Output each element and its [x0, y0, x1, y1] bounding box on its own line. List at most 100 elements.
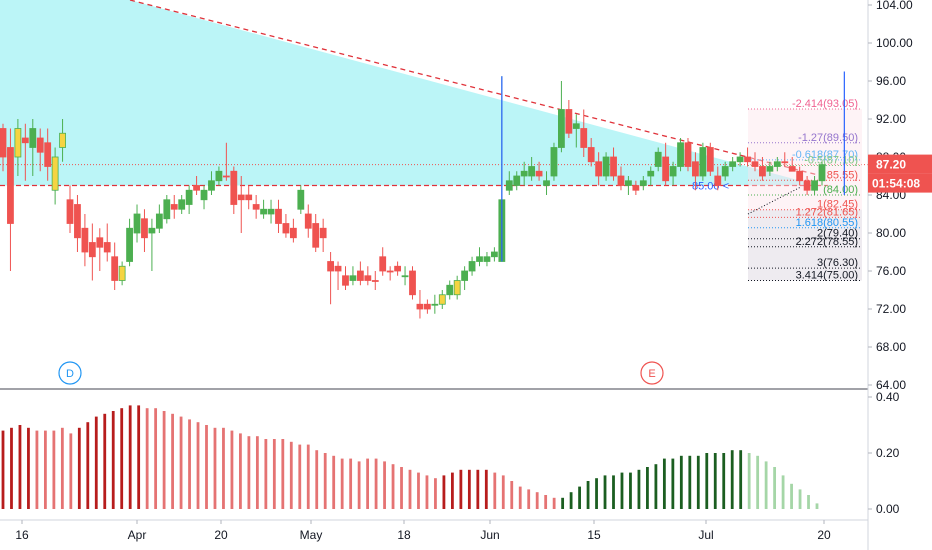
oscillator-bar — [561, 497, 565, 509]
candle-body — [751, 161, 759, 167]
candle — [21, 123, 29, 181]
candle-body — [215, 170, 223, 182]
candle-body — [528, 166, 536, 177]
candle-body — [245, 194, 253, 201]
candle-body — [185, 189, 193, 205]
candle-body — [639, 180, 647, 186]
candle-body — [289, 227, 297, 239]
oscillator-bar — [425, 475, 429, 509]
candle-body — [692, 161, 699, 177]
candle-body — [21, 137, 29, 144]
candle — [416, 290, 424, 319]
oscillator-bar — [255, 436, 259, 509]
oscillator-bar — [417, 472, 420, 509]
oscillator-bar — [374, 458, 378, 509]
price-tick-label: 104.00 — [876, 0, 913, 12]
oscillator-bar — [730, 450, 734, 509]
candle-body — [662, 156, 670, 182]
oscillator-bar — [10, 427, 13, 509]
price-tick-label: 68.00 — [876, 340, 906, 354]
price-tick-label: 64.00 — [876, 378, 906, 392]
candle-body — [595, 161, 603, 177]
candle-body — [558, 109, 565, 148]
fib-level-label: -0.618(87.70) — [792, 149, 858, 161]
candle — [401, 266, 409, 286]
candle-body — [706, 147, 714, 172]
candle-body — [111, 256, 119, 281]
candle — [103, 223, 111, 262]
candle-body — [587, 147, 595, 163]
candle-body — [714, 175, 722, 186]
candle — [796, 166, 804, 186]
candle — [193, 176, 200, 195]
oscillator-bar — [679, 455, 683, 509]
candle-body — [401, 275, 409, 278]
candle-body — [766, 166, 774, 172]
osc-tick-label: 0.00 — [876, 502, 900, 516]
oscillator-bar — [629, 472, 632, 509]
oscillator-bar — [654, 464, 658, 509]
candle-body — [327, 261, 335, 272]
oscillator-bar — [281, 439, 285, 509]
oscillator-bar — [773, 467, 777, 509]
candle — [59, 119, 66, 162]
candle — [66, 185, 74, 233]
candle — [431, 294, 439, 314]
event-marker[interactable]: D — [58, 361, 82, 385]
candle — [327, 252, 335, 305]
candle-body — [729, 161, 737, 167]
candle-body — [654, 151, 662, 167]
oscillator-bar — [662, 458, 666, 509]
candle-body — [371, 280, 379, 282]
candle-body — [572, 123, 580, 129]
oscillator-bar — [527, 489, 531, 509]
candle-body — [520, 170, 528, 177]
oscillator-bar — [484, 469, 488, 509]
event-marker[interactable]: E — [640, 361, 664, 385]
fib-level-label: 1(82.45) — [817, 199, 858, 211]
oscillator-bar — [179, 416, 183, 509]
oscillator-bar — [467, 469, 471, 509]
last-price-badge — [868, 154, 932, 174]
candle — [729, 157, 737, 172]
countdown-value: 01:54:08 — [872, 177, 920, 191]
candle-body — [66, 199, 74, 224]
candle-body — [647, 170, 655, 177]
candle — [371, 271, 379, 290]
candle — [781, 152, 789, 167]
candle — [453, 275, 461, 300]
candle — [788, 157, 796, 172]
triangle-pattern-fill — [0, 0, 818, 186]
candle — [163, 195, 171, 224]
oscillator-bar — [323, 453, 327, 509]
candle — [751, 152, 759, 172]
candle — [319, 218, 327, 252]
candle-body — [781, 161, 789, 164]
oscillator-bar — [552, 497, 556, 509]
candle — [721, 161, 729, 181]
oscillator-bar — [501, 475, 505, 509]
candle-body — [163, 199, 171, 220]
candle-body — [126, 227, 133, 262]
oscillator-bar — [747, 453, 751, 509]
candle — [505, 171, 513, 195]
candle-body — [736, 156, 744, 163]
fib-level-label: 1.272(81.65) — [796, 206, 858, 218]
candle-body — [118, 265, 126, 281]
candle — [386, 266, 394, 281]
oscillator-bar — [69, 433, 73, 509]
candle-body — [513, 175, 521, 186]
candle — [96, 228, 104, 271]
candle-body — [386, 270, 394, 273]
candle — [170, 195, 178, 219]
candle — [185, 185, 193, 214]
candle-body — [44, 142, 52, 167]
oscillator-bar — [408, 469, 412, 509]
candle — [803, 176, 811, 195]
candle-body — [669, 166, 677, 177]
candle-body — [818, 164, 826, 182]
candle — [461, 266, 469, 290]
oscillator-bar — [18, 425, 22, 509]
candle-body — [297, 189, 305, 210]
